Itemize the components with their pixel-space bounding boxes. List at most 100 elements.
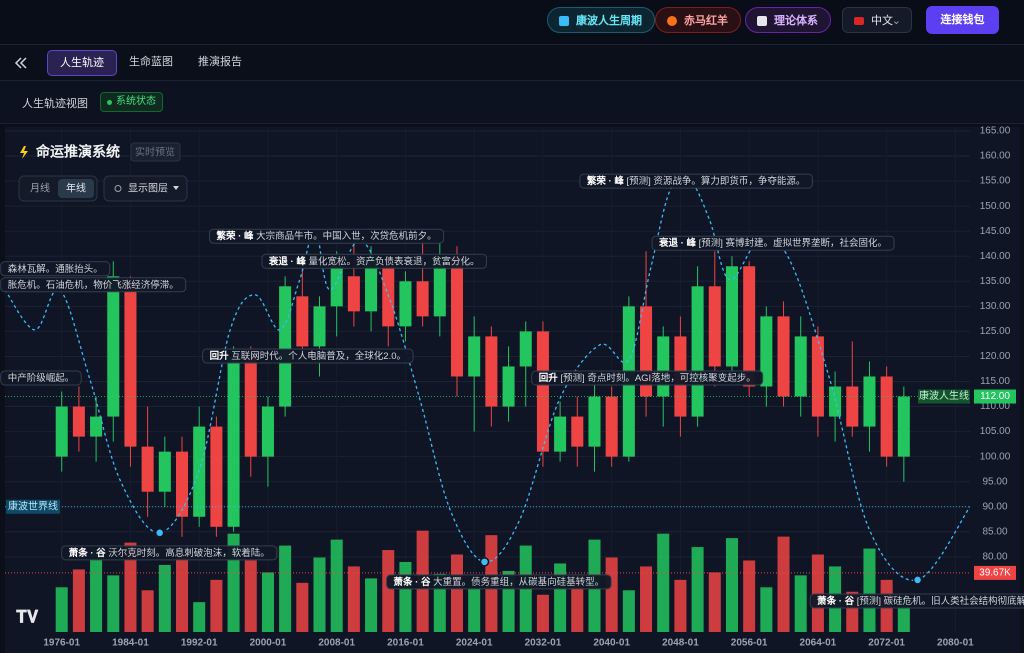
tab-bar: 人生轨迹 生命蓝图 推演报告 bbox=[0, 45, 1024, 81]
y-tick-label: 95.00 bbox=[982, 476, 1007, 487]
status: 系统状态 bbox=[116, 96, 156, 107]
volume-bar bbox=[55, 587, 68, 632]
annotation-text: 森林瓦解。通胀抬头。 bbox=[8, 262, 103, 274]
volume-bar bbox=[605, 557, 618, 632]
annotation-text: 繁荣 · 峰 大宗商品牛市。中国入世，次贷危机前夕。 bbox=[216, 230, 437, 242]
volume-bar bbox=[674, 579, 687, 632]
trough-point bbox=[912, 575, 923, 585]
volume-bar bbox=[811, 554, 824, 632]
annotation-tag: 萧条 · 谷 bbox=[69, 546, 106, 558]
candle-body bbox=[72, 406, 85, 437]
volume-label-bg bbox=[974, 565, 1016, 580]
y-tick-label: 125.00 bbox=[980, 326, 1011, 337]
candle-body bbox=[760, 316, 773, 387]
candle-body bbox=[330, 266, 343, 307]
annotation-body: 互联网时代。个人电脑普及，全球化2.0。 bbox=[231, 349, 406, 361]
candle-body bbox=[777, 316, 790, 397]
interval[interactable]: 年线 bbox=[66, 182, 86, 195]
candle-body bbox=[708, 286, 721, 367]
annotation: 萧条 · 谷 [预测] 碳硅危机。旧人类社会结构彻底解体。 bbox=[809, 593, 1024, 609]
y-tick-label: 140.00 bbox=[980, 251, 1011, 262]
volume-bar bbox=[382, 550, 395, 632]
dropdown-arrow bbox=[173, 186, 179, 190]
candle-body bbox=[450, 256, 464, 377]
x-tick-label: 2072-01 bbox=[868, 638, 905, 649]
annotation-tag: 回升 bbox=[539, 372, 559, 384]
annotation-text: 衰退 · 峰 [预测] 赛博封建。虚拟世界垄断，社会固化。 bbox=[658, 237, 887, 249]
candle-body bbox=[691, 286, 704, 417]
annotation-body: [预测] 奇点时刻。AGI落地，可控核聚变起步。 bbox=[560, 372, 755, 384]
red-horse-button[interactable]: 赤马红羊 bbox=[655, 7, 741, 33]
annotation-tag: 衰退 · 峰 bbox=[658, 237, 696, 249]
annotation-bg bbox=[202, 348, 414, 364]
annotation-bg bbox=[531, 370, 764, 386]
volume-bar bbox=[313, 557, 326, 632]
annotation-tag: 繁荣 · 峰 bbox=[586, 175, 624, 187]
volume-bar bbox=[725, 538, 738, 632]
annotation: 回升 互联网时代。个人电脑普及，全球化2.0。 bbox=[202, 348, 414, 364]
tab[interactable]: 推演报告 bbox=[198, 56, 242, 68]
y-tick-label: 100.00 bbox=[980, 451, 1011, 462]
volume-bar bbox=[244, 560, 257, 632]
bolt-icon bbox=[20, 146, 28, 159]
candle-body bbox=[313, 306, 326, 347]
volume-bar bbox=[777, 536, 790, 632]
annotation-text: 萧条 · 谷 沃尔克时刻。高息刺破泡沫，软着陆。 bbox=[69, 546, 270, 558]
volume-bar bbox=[158, 564, 171, 632]
annotation: 萧条 · 谷 大重置。债务重组，从碳基向硅基转型。 bbox=[386, 574, 612, 590]
candle-body bbox=[433, 256, 446, 317]
candle-body bbox=[811, 336, 824, 417]
annotation-bg bbox=[579, 173, 813, 189]
tab[interactable]: 人生轨迹 bbox=[47, 50, 117, 76]
annotation-text: 胀危机。石油危机，物价飞涨经济停滞。 bbox=[8, 278, 179, 290]
connect-wallet[interactable]: 连接钱包 bbox=[926, 6, 999, 34]
language: 中文 bbox=[871, 15, 893, 27]
y-tick-label: 130.00 bbox=[980, 301, 1011, 312]
annotation-body: 胀危机。石油危机，物价飞涨经济停滞。 bbox=[8, 278, 179, 290]
x-tick-label: 2064-01 bbox=[800, 638, 837, 649]
candle-body bbox=[347, 276, 360, 312]
volume-label: 39.67K bbox=[979, 568, 1011, 579]
annotation-text: 回升 [预测] 奇点时刻。AGI落地，可控核聚变起步。 bbox=[539, 372, 756, 384]
status-badge: 系统状态 bbox=[100, 92, 163, 112]
collapse-icon[interactable] bbox=[14, 56, 28, 70]
annotation-body: 大重置。债务重组，从碳基向硅基转型。 bbox=[433, 575, 604, 587]
annotation: 衰退 · 峰 量化宽松。资产负债表衰退，贫富分化。 bbox=[261, 253, 488, 269]
volume-bar bbox=[450, 554, 464, 632]
tab[interactable]: 生命蓝图 bbox=[129, 56, 173, 68]
y-tick-label: 85.00 bbox=[982, 526, 1007, 537]
candle-body bbox=[90, 416, 103, 437]
candle-body bbox=[743, 266, 756, 387]
theory-button[interactable]: 理论体系 bbox=[745, 7, 831, 33]
candle-body bbox=[210, 426, 223, 527]
annotation-text: 繁荣 · 峰 [预测] 资源战争。算力即货币，争夺能源。 bbox=[586, 175, 806, 187]
candle-body bbox=[261, 406, 274, 457]
candle-body bbox=[725, 266, 738, 367]
volume-bar bbox=[141, 590, 154, 632]
volume-bar bbox=[193, 602, 206, 632]
volume-bar bbox=[124, 542, 137, 632]
candle-body bbox=[846, 386, 859, 427]
interval[interactable]: 月线 bbox=[30, 182, 50, 195]
view-title: 人生轨迹视图 bbox=[22, 98, 88, 110]
y-tick-label: 90.00 bbox=[982, 501, 1007, 512]
tv-logo: 𝐓𝐕 bbox=[16, 607, 39, 626]
volume-bar bbox=[176, 554, 189, 632]
hline-value: 112.00 bbox=[980, 391, 1010, 402]
annotation: 回升 [预测] 奇点时刻。AGI落地，可控核聚变起步。 bbox=[531, 370, 764, 386]
annotation-bg bbox=[809, 593, 1024, 609]
annotation: 胀危机。石油危机，物价飞涨经济停滞。 bbox=[0, 277, 187, 293]
candle-body bbox=[55, 406, 68, 457]
badge: 实时预览 bbox=[135, 146, 175, 159]
annotation-bg bbox=[261, 253, 488, 269]
volume-bar bbox=[622, 590, 635, 632]
volume-bar bbox=[347, 566, 360, 632]
annotation-text: 萧条 · 谷 [预测] 碳硅危机。旧人类社会结构彻底解体。 bbox=[817, 594, 1024, 606]
x-tick-label: 2000-01 bbox=[250, 638, 287, 649]
annotation-body: 中产阶级崛起。 bbox=[8, 372, 75, 384]
language-select[interactable]: 中文 ⌄ bbox=[842, 7, 912, 33]
view-bar: 人生轨迹视图 系统状态 bbox=[0, 81, 1024, 124]
layer-button[interactable] bbox=[103, 175, 188, 202]
annotation-tag: 萧条 · 谷 bbox=[817, 594, 854, 606]
cycle-button[interactable]: 康波人生周期 bbox=[547, 7, 655, 33]
